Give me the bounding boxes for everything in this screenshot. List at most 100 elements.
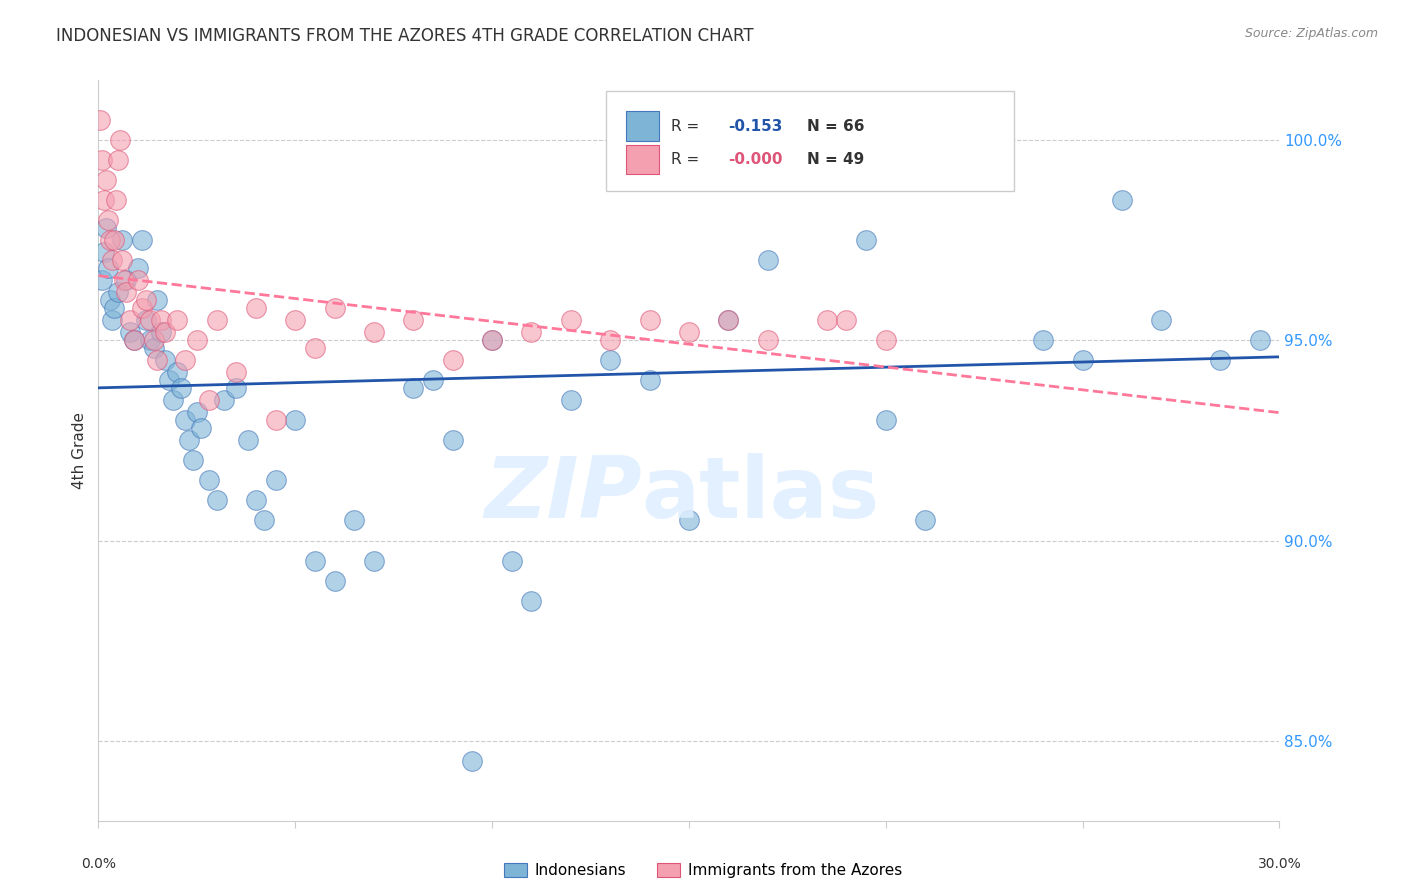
Text: R =: R = xyxy=(671,119,709,134)
Point xyxy=(105,194,128,208)
Point xyxy=(101,313,124,327)
Point xyxy=(170,381,193,395)
Point xyxy=(112,273,135,287)
Point xyxy=(323,574,346,588)
Point xyxy=(284,413,307,427)
Point xyxy=(111,233,134,247)
Point xyxy=(157,373,180,387)
Point xyxy=(245,301,267,316)
Point xyxy=(155,326,177,340)
Point xyxy=(520,326,543,340)
Point xyxy=(304,553,326,567)
Point xyxy=(131,233,153,247)
Y-axis label: 4th Grade: 4th Grade xyxy=(72,412,87,489)
Point xyxy=(225,381,247,395)
Point xyxy=(481,334,503,348)
Point xyxy=(520,593,543,607)
Text: -0.153: -0.153 xyxy=(728,119,782,134)
Point xyxy=(1249,334,1271,348)
Point xyxy=(166,313,188,327)
Text: R =: R = xyxy=(671,152,704,167)
Point xyxy=(89,113,111,128)
Point xyxy=(914,514,936,528)
Point xyxy=(101,253,124,268)
Point xyxy=(441,434,464,448)
Point xyxy=(91,273,114,287)
Point xyxy=(138,334,160,348)
Point xyxy=(127,273,149,287)
Point xyxy=(402,381,425,395)
Point xyxy=(197,474,219,488)
Point xyxy=(264,474,287,488)
Point xyxy=(177,434,200,448)
Point xyxy=(481,334,503,348)
Point xyxy=(678,514,700,528)
Point xyxy=(122,334,145,348)
Point xyxy=(98,293,121,308)
Point xyxy=(214,393,236,408)
Point xyxy=(225,366,247,380)
Bar xyxy=(626,112,659,141)
FancyBboxPatch shape xyxy=(606,91,1014,191)
Point xyxy=(441,353,464,368)
Point xyxy=(150,326,173,340)
Point xyxy=(97,213,120,227)
Point xyxy=(560,393,582,408)
Point xyxy=(1150,313,1173,327)
Point xyxy=(599,334,621,348)
Point xyxy=(323,301,346,316)
Point xyxy=(115,285,138,300)
Point xyxy=(756,334,779,348)
Point xyxy=(678,326,700,340)
Point xyxy=(402,313,425,327)
Point xyxy=(236,434,259,448)
Point xyxy=(855,233,877,247)
Text: 30.0%: 30.0% xyxy=(1257,856,1302,871)
Bar xyxy=(626,145,659,174)
Point xyxy=(756,253,779,268)
Point xyxy=(142,342,165,356)
Point xyxy=(1209,353,1232,368)
Point xyxy=(98,233,121,247)
Point xyxy=(264,413,287,427)
Point xyxy=(253,514,276,528)
Point xyxy=(284,313,307,327)
Point xyxy=(107,153,129,168)
Point xyxy=(108,133,131,147)
Point xyxy=(186,405,208,419)
Point xyxy=(131,301,153,316)
Point xyxy=(127,261,149,276)
Point xyxy=(796,113,818,128)
Point xyxy=(1111,194,1133,208)
Point xyxy=(103,301,125,316)
Point xyxy=(103,233,125,247)
Point xyxy=(875,413,897,427)
Point xyxy=(118,313,141,327)
Point xyxy=(363,553,385,567)
Legend: Indonesians, Immigrants from the Azores: Indonesians, Immigrants from the Azores xyxy=(498,857,908,884)
Point xyxy=(363,326,385,340)
Point xyxy=(138,313,160,327)
Point xyxy=(166,366,188,380)
Point xyxy=(190,421,212,435)
Point xyxy=(245,493,267,508)
Point xyxy=(304,342,326,356)
Point xyxy=(422,373,444,387)
Point xyxy=(111,253,134,268)
Text: -0.000: -0.000 xyxy=(728,152,782,167)
Point xyxy=(461,754,484,768)
Point xyxy=(953,113,976,128)
Point xyxy=(638,373,661,387)
Point xyxy=(107,285,129,300)
Point xyxy=(205,313,228,327)
Point xyxy=(1071,353,1094,368)
Text: N = 49: N = 49 xyxy=(807,152,865,167)
Point xyxy=(97,261,120,276)
Point xyxy=(96,221,118,235)
Point xyxy=(815,313,838,327)
Point xyxy=(135,313,157,327)
Text: Source: ZipAtlas.com: Source: ZipAtlas.com xyxy=(1244,27,1378,40)
Point xyxy=(118,326,141,340)
Point xyxy=(174,413,197,427)
Point xyxy=(205,493,228,508)
